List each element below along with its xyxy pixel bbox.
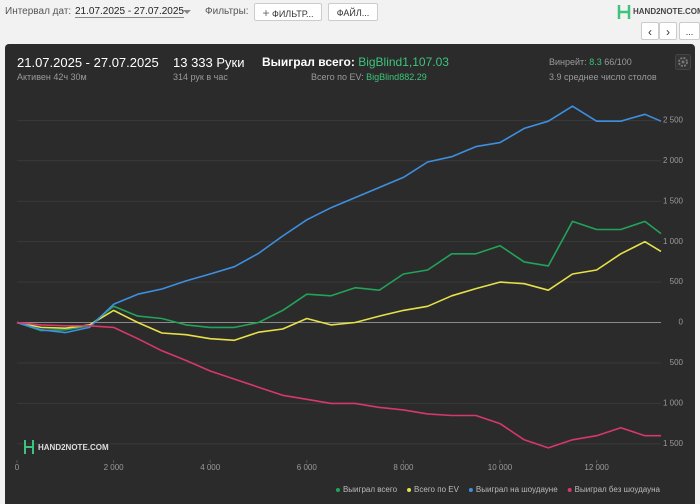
stats-date: 21.07.2025 - 27.07.2025 (17, 55, 159, 70)
winrate-label: Винрейт: (549, 57, 587, 67)
series-line (16, 240, 662, 342)
date-range[interactable]: 21.07.2025 - 27.07.2025 (75, 6, 184, 18)
x-tick-label: 10 000 (488, 463, 513, 472)
y-tick-label: 1 500 (663, 196, 684, 205)
next-button[interactable]: › (659, 22, 677, 40)
series-line (16, 105, 662, 334)
filter-button-text: ФИЛЬТР... (272, 9, 314, 19)
series-line (16, 220, 662, 332)
watermark: HAND2NOTE.COM (24, 440, 109, 454)
y-tick-label: 0 (679, 318, 684, 327)
ev-row: Всего по EV: BigBlind882.29 (311, 72, 427, 82)
watermark-icon (24, 440, 34, 454)
watermark-text: HAND2NOTE.COM (38, 443, 109, 452)
legend-marker (407, 488, 412, 492)
series-line (16, 321, 661, 449)
won-value: BigBlind1,107.03 (358, 55, 449, 69)
won-row: Выиграл всего: BigBlind1,107.03 (262, 55, 449, 69)
y-tick-label: 500 (670, 358, 684, 367)
winrate-row: Винрейт: 8.3 66/100 (549, 57, 632, 67)
dropdown-arrow[interactable] (183, 9, 191, 15)
y-tick-label: 2 500 (663, 115, 684, 124)
y-tick-label: 500 (670, 277, 684, 286)
y-tick-label: 1 000 (663, 237, 684, 246)
legend-label: Выиграл всего (343, 485, 398, 494)
settings-button[interactable] (675, 54, 691, 70)
won-label: Выиграл всего: (262, 55, 355, 69)
hands: 13 333 Руки (173, 55, 245, 70)
logo-icon (617, 5, 631, 19)
filters-label: Фильтры: (205, 6, 249, 17)
legend-marker (567, 488, 572, 492)
legend-label: Всего по EV (414, 485, 460, 494)
ev-label: Всего по EV: (311, 72, 364, 82)
ev-value: BigBlind882.29 (366, 72, 427, 82)
winrate-value: 8.3 (589, 57, 602, 67)
filter-button[interactable]: + ФИЛЬТР... (254, 3, 322, 21)
logo: HAND2NOTE.COM (633, 7, 700, 16)
file-button[interactable]: ФАЙЛ... (328, 3, 378, 21)
legend-label: Выиграл на шоудауне (476, 485, 558, 494)
x-tick-label: 12 000 (584, 463, 609, 472)
y-tick-label: 1 000 (663, 399, 684, 408)
x-tick-label: 8 000 (393, 463, 414, 472)
x-tick-label: 6 000 (297, 463, 318, 472)
x-tick-label: 4 000 (200, 463, 221, 472)
active-time: Активен 42ч 30м (17, 72, 87, 82)
x-tick-label: 0 (15, 463, 20, 472)
legend-marker (468, 488, 473, 492)
winrate-unit: 66/100 (604, 57, 632, 67)
date-label: Интервал дат: (5, 6, 72, 17)
hands-per-hour: 314 рук в час (173, 72, 228, 82)
y-tick-label: 2 000 (663, 156, 684, 165)
legend-label: Выиграл без шоудауна (575, 485, 661, 494)
y-tick-label: 1 500 (663, 439, 684, 448)
tables: 3.9 среднее число столов (549, 72, 657, 82)
legend-marker (335, 488, 340, 492)
prev-button[interactable]: ‹ (641, 22, 659, 40)
x-tick-label: 2 000 (104, 463, 125, 472)
